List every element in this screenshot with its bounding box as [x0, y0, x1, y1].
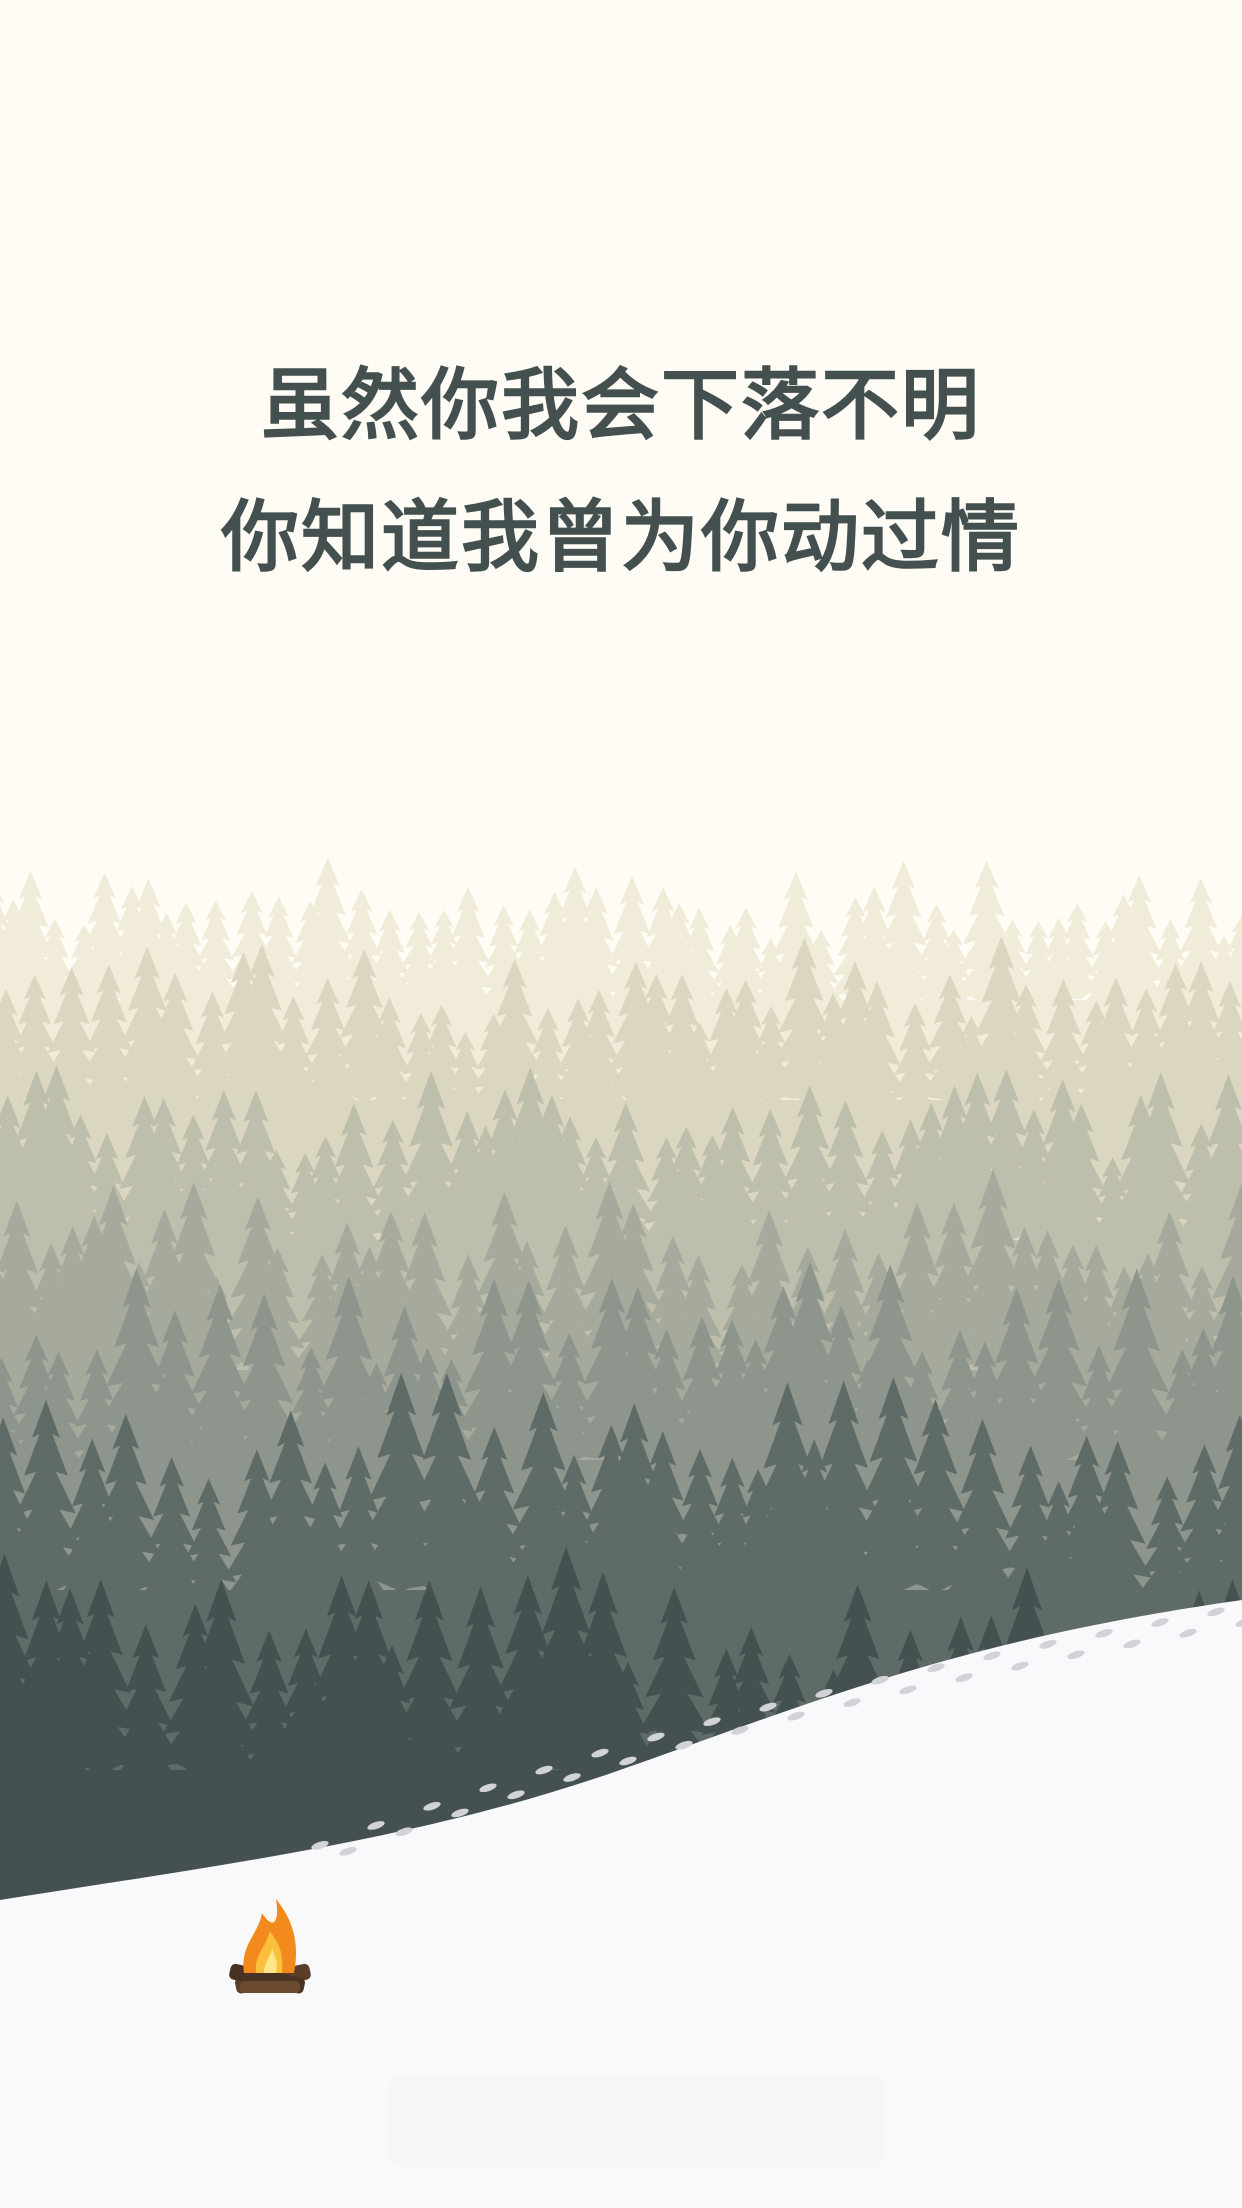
pine-tree [1014, 921, 1063, 1010]
pine-tree [995, 984, 1057, 1104]
pine-tree [883, 1002, 947, 1128]
footprint [759, 1702, 777, 1712]
footprint [1151, 1618, 1169, 1627]
footprint [731, 1725, 749, 1735]
pine-tree [988, 919, 1037, 1008]
pine-tree [1051, 903, 1103, 1000]
footprints [311, 1607, 1242, 1856]
poem-text: 虽然你我会下落不明 你知道我曾为你动过情 [0, 340, 1242, 604]
footprint [311, 1840, 329, 1850]
footprint [395, 1827, 413, 1837]
footprint [591, 1748, 609, 1758]
footprint [619, 1756, 637, 1766]
pine-tree [175, 1478, 242, 1613]
footprint [507, 1790, 525, 1800]
pine-tree [1087, 1268, 1187, 1480]
pine-tree [72, 964, 146, 1113]
pine-tree [734, 1109, 807, 1255]
footprint [1039, 1640, 1057, 1649]
footprint [787, 1711, 805, 1721]
pine-tree [1217, 915, 1242, 1005]
footprint [815, 1688, 833, 1698]
home-indicator-area [390, 2075, 884, 2167]
pine-tree [890, 1399, 981, 1591]
pine-tree [453, 1426, 536, 1598]
pine-tree [562, 887, 631, 1025]
footprint [423, 1801, 441, 1811]
pine-tree [1075, 1440, 1160, 1617]
footprint [535, 1765, 553, 1775]
footprint [927, 1663, 945, 1673]
pine-tree [331, 889, 392, 1007]
footprint [1067, 1650, 1085, 1660]
pine-tree [791, 1380, 896, 1604]
footprint [451, 1808, 469, 1818]
poem-line-2: 你知道我曾为你动过情 [220, 492, 1021, 583]
footprint [871, 1675, 889, 1685]
footprint [339, 1846, 357, 1856]
pine-tree [356, 997, 423, 1129]
footprint [1235, 1618, 1242, 1627]
campfire-icon [229, 1899, 311, 1994]
footprint [899, 1685, 917, 1695]
pine-tree [841, 981, 913, 1126]
pine-tree [536, 1332, 602, 1464]
pine-tree [1185, 1275, 1242, 1477]
pine-tree [809, 1100, 882, 1247]
footprint [479, 1783, 497, 1793]
snow-hill [0, 1600, 1242, 2208]
pine-tree [930, 929, 977, 1016]
footprint [1095, 1628, 1113, 1638]
footprint [563, 1773, 581, 1782]
footprint [1123, 1639, 1141, 1649]
pine-tree [717, 907, 775, 1017]
footprint [1179, 1628, 1197, 1638]
footprint [1011, 1661, 1029, 1671]
footprint [955, 1673, 973, 1683]
poem-line-1: 虽然你我会下落不明 [260, 360, 981, 451]
pine-tree [1194, 1414, 1242, 1605]
footprint [647, 1732, 665, 1742]
footprint [843, 1698, 861, 1708]
footprint [367, 1821, 385, 1830]
pine-tree [1184, 1074, 1242, 1260]
pine-tree [82, 1413, 169, 1595]
pine-tree [1228, 1038, 1242, 1100]
footprint [703, 1717, 721, 1727]
footprint [983, 1651, 1001, 1661]
footprint [1207, 1607, 1225, 1617]
pine-tree [0, 1399, 92, 1594]
pine-tree [629, 1587, 719, 1775]
pine-tree [1015, 1278, 1103, 1462]
footprint [675, 1740, 693, 1750]
